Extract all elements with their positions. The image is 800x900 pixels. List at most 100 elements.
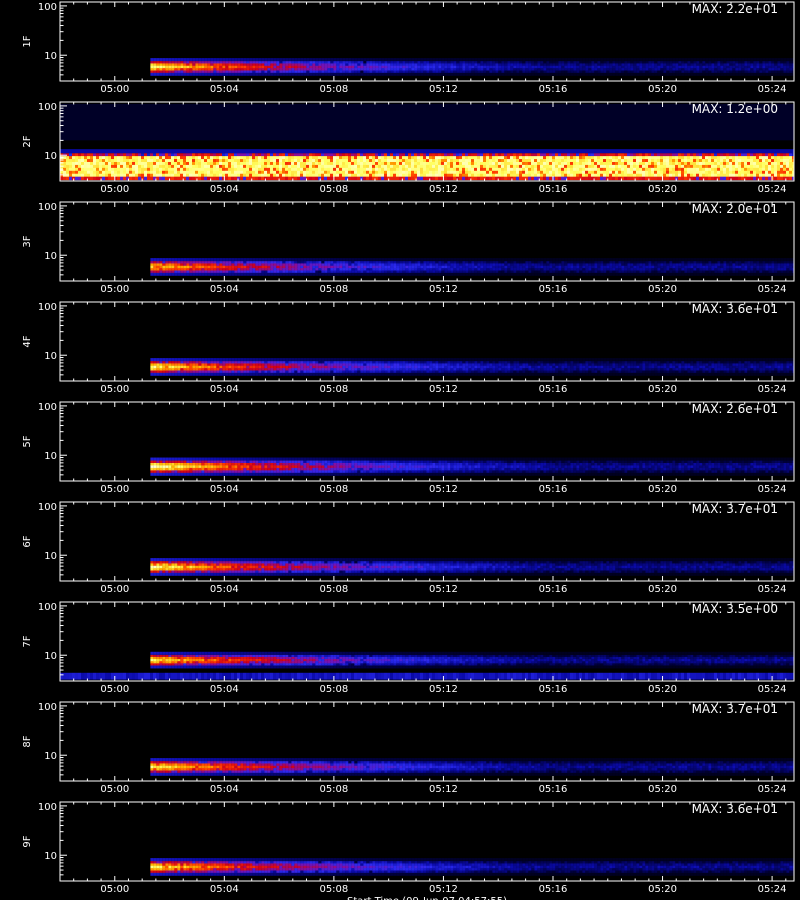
x-tick-label: 05:24 xyxy=(758,84,787,95)
panel-7f: 05:00 05:04 05:08 05:12 05:16 05:20 05:24 10 100… xyxy=(22,601,795,695)
panel-5f: 05:00 05:04 05:08 05:12 05:16 05:20 05:24 10 100… xyxy=(22,401,795,495)
x-tick-label: 05:12 xyxy=(429,584,458,595)
max-label: MAX: 3.7e+01 xyxy=(692,502,778,516)
x-tick-label: 05:00 xyxy=(100,784,129,795)
x-tick-label: 05:08 xyxy=(319,184,348,195)
x-tick-label: 05:12 xyxy=(429,284,458,295)
x-tick-label: 05:04 xyxy=(210,784,239,795)
x-tick-label: 05:20 xyxy=(648,784,677,795)
spectrogram-image xyxy=(150,457,794,476)
x-tick-label: 05:00 xyxy=(100,684,129,695)
x-tick-label: 05:16 xyxy=(539,84,568,95)
x-tick-label: 05:12 xyxy=(429,684,458,695)
y-tick-label: 10 xyxy=(44,51,57,62)
x-tick-label: 05:08 xyxy=(319,84,348,95)
x-tick-label: 05:00 xyxy=(100,184,129,195)
y-tick-label: 100 xyxy=(38,402,57,413)
panel-label: 8F xyxy=(22,735,33,747)
x-tick-label: 05:20 xyxy=(648,884,677,895)
max-label: MAX: 3.6e+01 xyxy=(692,302,778,316)
x-tick-label: 05:16 xyxy=(539,284,568,295)
x-tick-label: 05:24 xyxy=(758,684,787,695)
plot-frame xyxy=(59,1,795,82)
x-tick-label: 05:20 xyxy=(648,484,677,495)
x-tick-label: 05:08 xyxy=(319,784,348,795)
x-tick-label: 05:00 xyxy=(100,884,129,895)
y-tick-label: 10 xyxy=(44,751,57,762)
panel-label: 9F xyxy=(22,835,33,847)
plot-frame xyxy=(59,801,795,882)
x-tick-label: 05:04 xyxy=(210,384,239,395)
panel-9f: 05:00 05:04 05:08 05:12 05:16 05:20 05:24 10 100… xyxy=(22,801,795,895)
y-tick-label: 10 xyxy=(44,451,57,462)
plot-frame xyxy=(59,301,795,382)
y-tick-label: 100 xyxy=(38,302,57,313)
x-tick-label: 05:12 xyxy=(429,884,458,895)
y-tick-label: 100 xyxy=(38,502,57,513)
x-tick-label: 05:20 xyxy=(648,584,677,595)
x-tick-label: 05:04 xyxy=(210,284,239,295)
x-tick-label: 05:24 xyxy=(758,284,787,295)
x-tick-label: 05:24 xyxy=(758,484,787,495)
y-tick-label: 100 xyxy=(38,602,57,613)
y-tick-label: 100 xyxy=(38,202,57,213)
x-tick-label: 05:24 xyxy=(758,784,787,795)
y-tick-label: 10 xyxy=(44,851,57,862)
x-tick-label: 05:24 xyxy=(758,184,787,195)
plot-frame xyxy=(59,201,795,282)
y-tick-label: 100 xyxy=(38,802,57,813)
x-tick-label: 05:12 xyxy=(429,784,458,795)
x-tick-label: 05:08 xyxy=(319,584,348,595)
y-tick-label: 10 xyxy=(44,551,57,562)
spectrogram-image xyxy=(150,358,794,376)
x-tick-label: 05:08 xyxy=(319,684,348,695)
x-tick-label: 05:04 xyxy=(210,184,239,195)
panel-label: 7F xyxy=(22,635,33,647)
spectrogram-image xyxy=(150,258,794,276)
panel-3f: 05:00 05:04 05:08 05:12 05:16 05:20 05:24 10 100… xyxy=(22,201,795,295)
x-tick-label: 05:16 xyxy=(539,584,568,595)
panel-label: 6F xyxy=(22,535,33,547)
x-tick-label: 05:20 xyxy=(648,184,677,195)
panel-4f: 05:00 05:04 05:08 05:12 05:16 05:20 05:24 10 100… xyxy=(22,301,795,395)
panel-label: 4F xyxy=(22,335,33,347)
panel-2f: 05:00 05:04 05:08 05:12 05:16 05:20 05:24 10 100… xyxy=(22,101,795,195)
panel-label: 2F xyxy=(22,135,33,147)
spectrogram-image xyxy=(150,558,794,576)
x-tick-label: 05:08 xyxy=(319,284,348,295)
x-tick-label: 05:00 xyxy=(100,84,129,95)
x-tick-label: 05:24 xyxy=(758,884,787,895)
x-tick-label: 05:16 xyxy=(539,484,568,495)
y-tick-label: 100 xyxy=(38,702,57,713)
y-tick-label: 100 xyxy=(38,2,57,13)
max-label: MAX: 2.6e+01 xyxy=(692,402,778,416)
x-tick-label: 05:00 xyxy=(100,484,129,495)
panel-label: 3F xyxy=(22,235,33,247)
plot-frame xyxy=(59,701,795,782)
y-tick-label: 100 xyxy=(38,102,57,113)
x-tick-label: 05:12 xyxy=(429,384,458,395)
y-tick-label: 10 xyxy=(44,351,57,362)
x-tick-label: 05:12 xyxy=(429,484,458,495)
panel-label: 1F xyxy=(22,35,33,47)
plot-frame xyxy=(59,601,795,682)
plot-frame xyxy=(59,501,795,582)
x-tick-label: 05:16 xyxy=(539,784,568,795)
panel-1f: 05:00 05:04 05:08 05:12 05:16 05:20 05:24 10 100… xyxy=(22,1,795,95)
x-tick-label: 05:04 xyxy=(210,484,239,495)
max-label: MAX: 2.2e+01 xyxy=(692,2,778,16)
spectrogram-image xyxy=(60,651,794,680)
x-tick-label: 05:20 xyxy=(648,384,677,395)
x-tick-label: 05:08 xyxy=(319,884,348,895)
x-tick-label: 05:24 xyxy=(758,384,787,395)
x-tick-label: 05:16 xyxy=(539,884,568,895)
x-tick-label: 05:04 xyxy=(210,884,239,895)
x-tick-label: 05:20 xyxy=(648,684,677,695)
max-label: MAX: 1.2e+00 xyxy=(692,102,778,116)
panel-label: 5F xyxy=(22,435,33,447)
x-tick-label: 05:00 xyxy=(100,284,129,295)
y-tick-label: 10 xyxy=(44,251,57,262)
max-label: MAX: 2.0e+01 xyxy=(692,202,778,216)
x-tick-label: 05:00 xyxy=(100,584,129,595)
spectrogram-image xyxy=(150,58,794,76)
